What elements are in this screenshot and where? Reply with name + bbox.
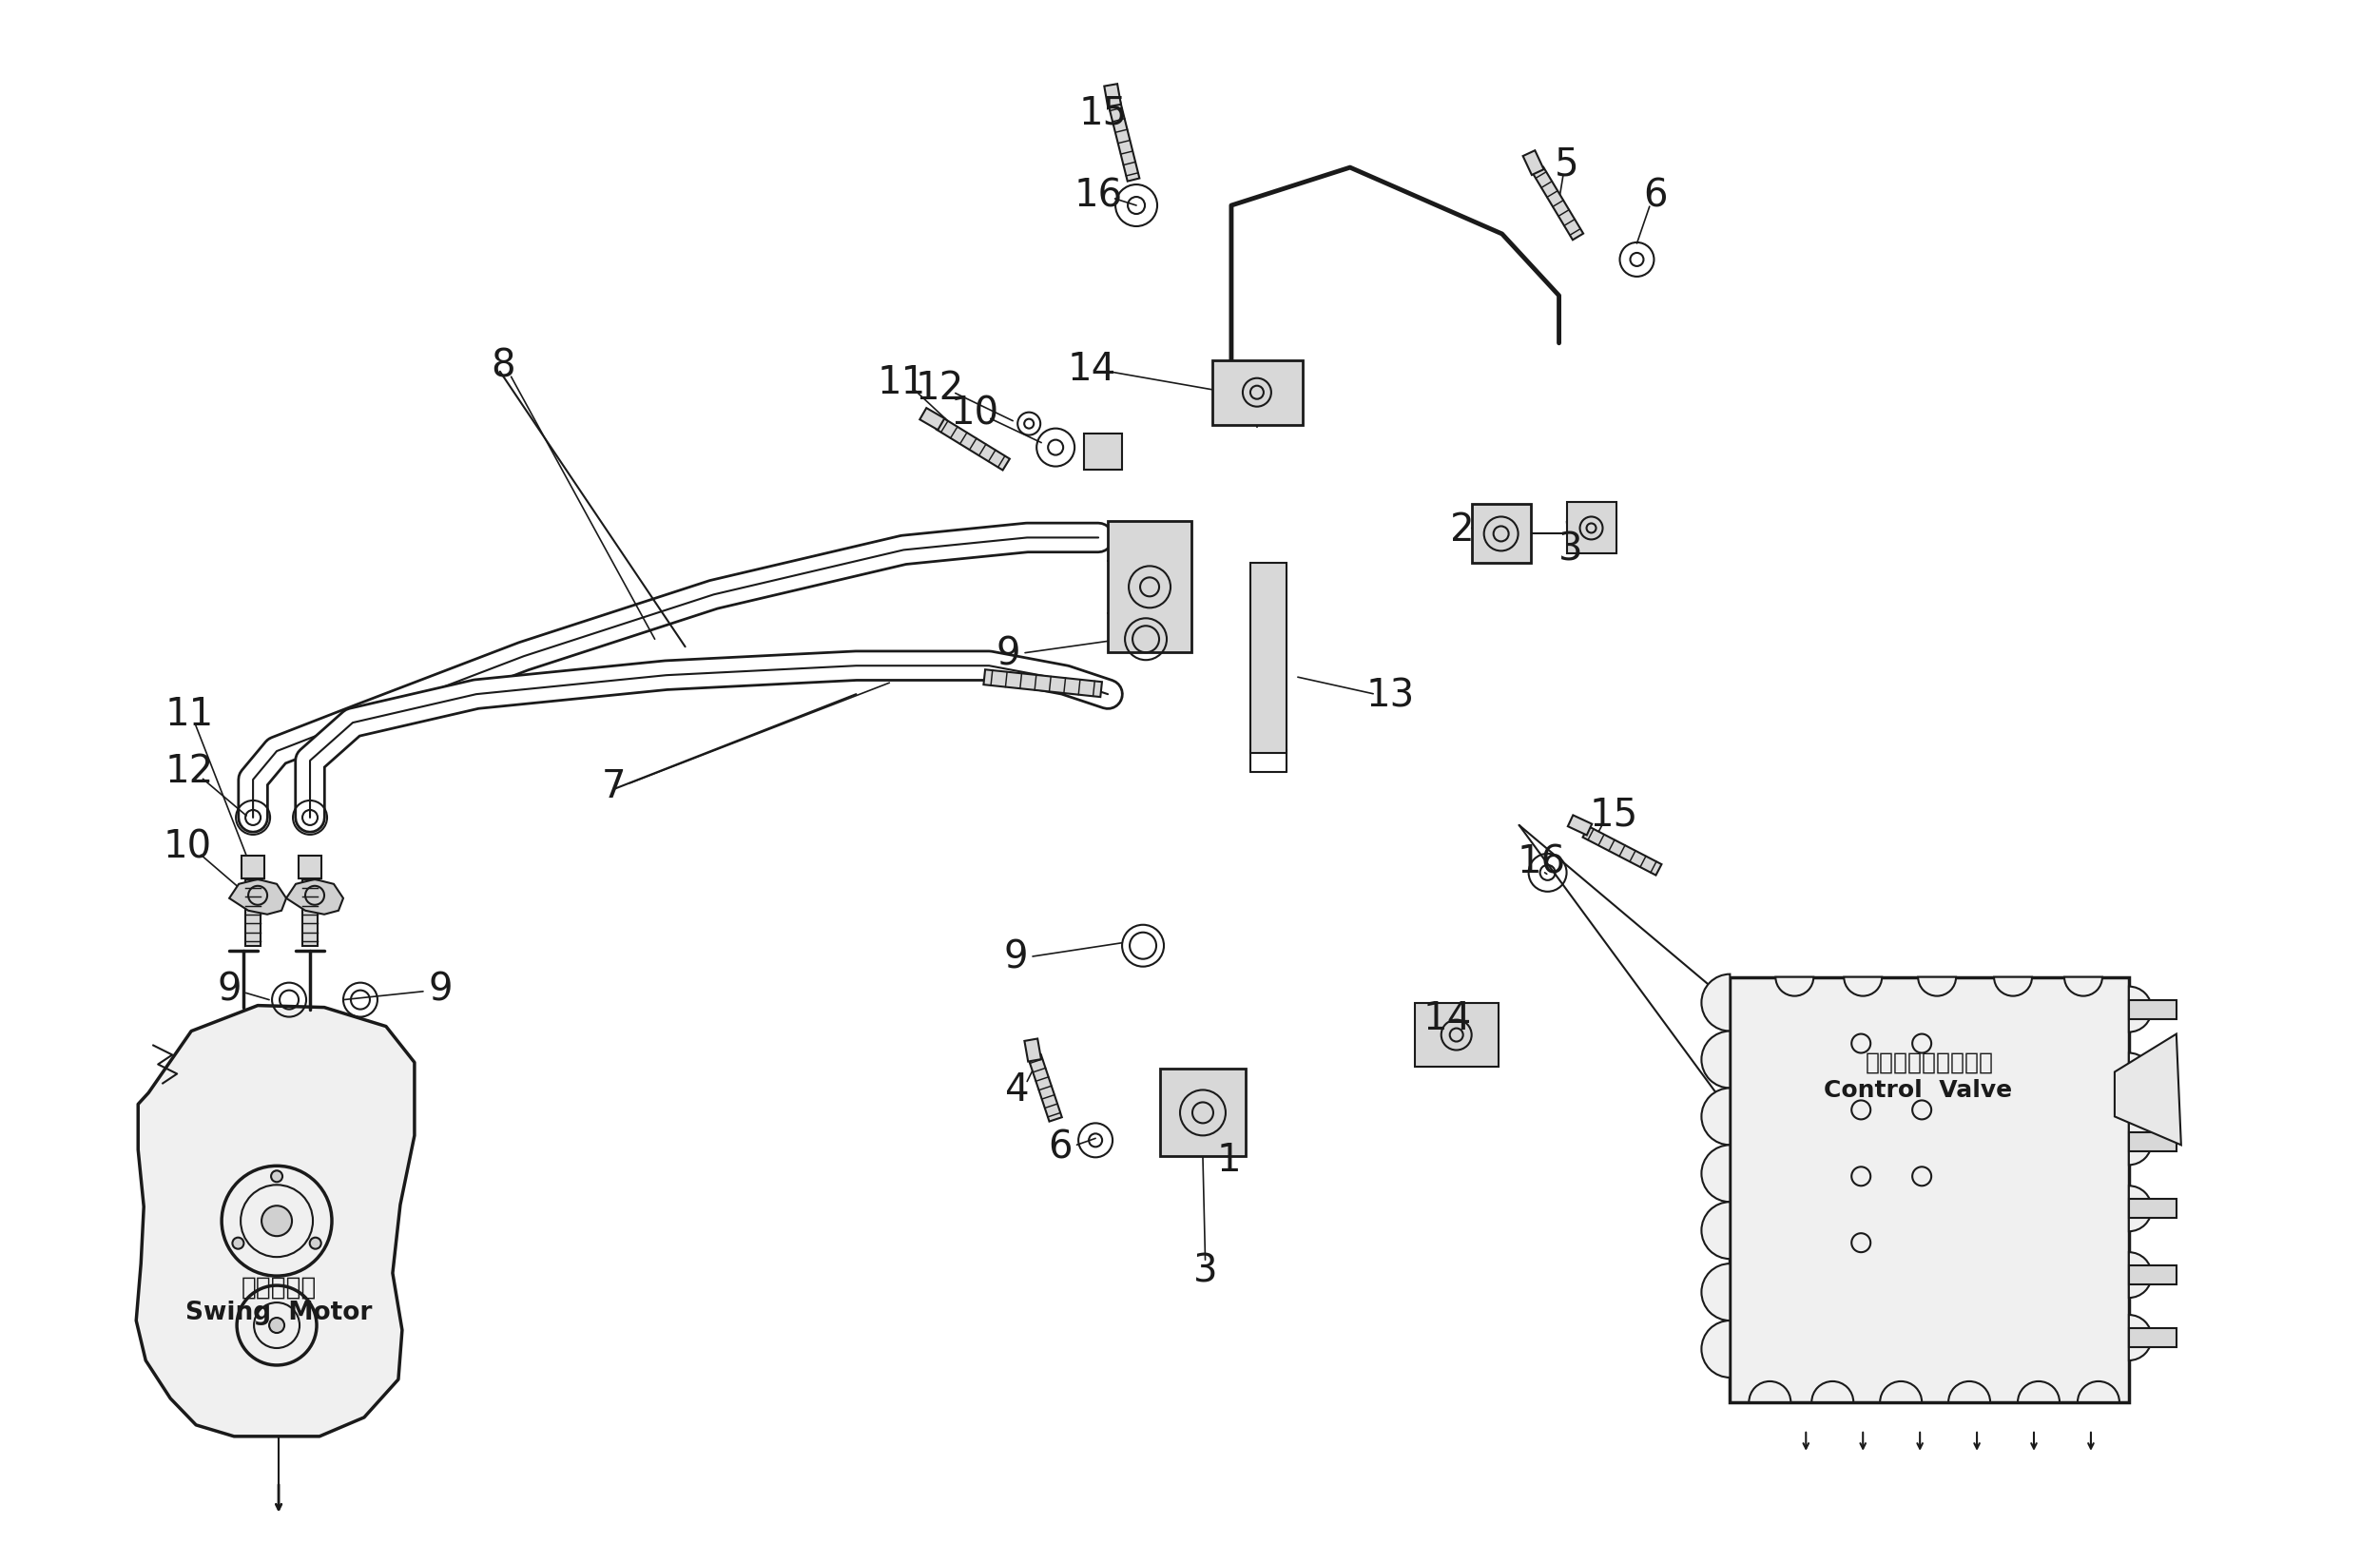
Text: 3: 3 bbox=[1192, 1253, 1219, 1290]
Wedge shape bbox=[2128, 987, 2152, 1032]
Wedge shape bbox=[2128, 1053, 2152, 1098]
Polygon shape bbox=[983, 670, 1102, 697]
Bar bbox=[1250, 564, 1288, 753]
Text: 9: 9 bbox=[1004, 939, 1028, 976]
Bar bbox=[2128, 1132, 2175, 1151]
Text: 9: 9 bbox=[428, 972, 452, 1009]
Bar bbox=[1211, 361, 1302, 425]
Wedge shape bbox=[2128, 1186, 2152, 1231]
Wedge shape bbox=[1702, 1320, 1730, 1378]
Text: 8: 8 bbox=[490, 348, 514, 386]
Polygon shape bbox=[1109, 103, 1140, 181]
Text: 11: 11 bbox=[878, 364, 926, 401]
Polygon shape bbox=[298, 856, 321, 878]
Text: 9: 9 bbox=[995, 636, 1021, 673]
Wedge shape bbox=[1749, 1381, 1790, 1403]
Wedge shape bbox=[1844, 976, 1883, 997]
Bar bbox=[2128, 1000, 2175, 1018]
Wedge shape bbox=[1811, 1381, 1854, 1403]
Bar bbox=[2128, 1328, 2175, 1346]
Text: 16: 16 bbox=[1518, 843, 1566, 883]
Wedge shape bbox=[1702, 1031, 1730, 1089]
Text: 6: 6 bbox=[1645, 177, 1668, 216]
Bar bbox=[1730, 976, 2128, 1403]
Bar bbox=[2128, 1200, 2175, 1218]
Wedge shape bbox=[1775, 976, 1814, 997]
Text: 16: 16 bbox=[1073, 177, 1123, 216]
Polygon shape bbox=[1028, 1054, 1061, 1122]
Polygon shape bbox=[1533, 167, 1583, 241]
Wedge shape bbox=[1702, 1145, 1730, 1201]
Polygon shape bbox=[1104, 84, 1121, 106]
Text: 4: 4 bbox=[1004, 1072, 1031, 1111]
Circle shape bbox=[271, 1170, 283, 1182]
Wedge shape bbox=[2128, 1120, 2152, 1165]
Wedge shape bbox=[1702, 1201, 1730, 1259]
Bar bbox=[1471, 505, 1530, 564]
Text: Swing  Motor: Swing Motor bbox=[186, 1301, 371, 1325]
Text: 10: 10 bbox=[164, 829, 212, 867]
Wedge shape bbox=[2018, 1381, 2059, 1403]
Text: 7: 7 bbox=[602, 769, 626, 806]
Text: 6: 6 bbox=[1047, 1129, 1073, 1167]
Text: 1: 1 bbox=[1216, 1142, 1240, 1181]
Circle shape bbox=[269, 1318, 283, 1332]
Text: Control  Valve: Control Valve bbox=[1823, 1079, 2011, 1103]
Text: 14: 14 bbox=[1066, 350, 1116, 389]
Text: 13: 13 bbox=[1366, 676, 1414, 715]
Polygon shape bbox=[1583, 826, 1661, 875]
Text: 3: 3 bbox=[1559, 531, 1583, 569]
Polygon shape bbox=[245, 875, 262, 945]
Text: 12: 12 bbox=[916, 370, 964, 408]
Polygon shape bbox=[228, 879, 286, 914]
Text: 2: 2 bbox=[1449, 512, 1473, 550]
Polygon shape bbox=[1023, 1039, 1040, 1062]
Bar bbox=[1414, 1003, 1499, 1067]
Wedge shape bbox=[1918, 976, 1956, 997]
Wedge shape bbox=[1949, 1381, 1990, 1403]
Circle shape bbox=[262, 1206, 293, 1236]
Polygon shape bbox=[136, 1006, 414, 1437]
Text: 15: 15 bbox=[1590, 797, 1637, 834]
Text: 旋回モータ: 旋回モータ bbox=[240, 1275, 317, 1300]
Wedge shape bbox=[1702, 1089, 1730, 1145]
Bar bbox=[2128, 1265, 2175, 1284]
Polygon shape bbox=[919, 408, 945, 430]
Text: 5: 5 bbox=[1554, 145, 1578, 184]
Bar bbox=[1107, 522, 1192, 653]
Polygon shape bbox=[243, 856, 264, 878]
Wedge shape bbox=[2128, 1315, 2152, 1361]
Bar bbox=[1566, 503, 1616, 553]
Text: 9: 9 bbox=[217, 972, 240, 1009]
Polygon shape bbox=[286, 879, 343, 914]
Text: 11: 11 bbox=[164, 697, 214, 734]
Wedge shape bbox=[1702, 975, 1730, 1031]
Text: 10: 10 bbox=[950, 395, 1000, 433]
Polygon shape bbox=[935, 419, 1009, 470]
Wedge shape bbox=[1994, 976, 2033, 997]
Text: 14: 14 bbox=[1423, 1000, 1471, 1037]
Text: コントロールバルブ: コントロールバルブ bbox=[1866, 1051, 1994, 1073]
Wedge shape bbox=[1880, 1381, 1921, 1403]
Circle shape bbox=[309, 1237, 321, 1250]
Circle shape bbox=[233, 1237, 243, 1250]
Wedge shape bbox=[1702, 1264, 1730, 1320]
Polygon shape bbox=[1568, 815, 1592, 836]
Bar bbox=[2128, 1067, 2175, 1086]
Wedge shape bbox=[2078, 1381, 2118, 1403]
Bar bbox=[1085, 433, 1121, 469]
Wedge shape bbox=[2063, 976, 2102, 997]
Text: 15: 15 bbox=[1078, 94, 1128, 133]
Wedge shape bbox=[2128, 1253, 2152, 1298]
Polygon shape bbox=[302, 875, 317, 945]
Polygon shape bbox=[2116, 1034, 2180, 1145]
Bar bbox=[1159, 1068, 1245, 1156]
Text: 12: 12 bbox=[164, 753, 214, 790]
Polygon shape bbox=[1523, 150, 1545, 175]
